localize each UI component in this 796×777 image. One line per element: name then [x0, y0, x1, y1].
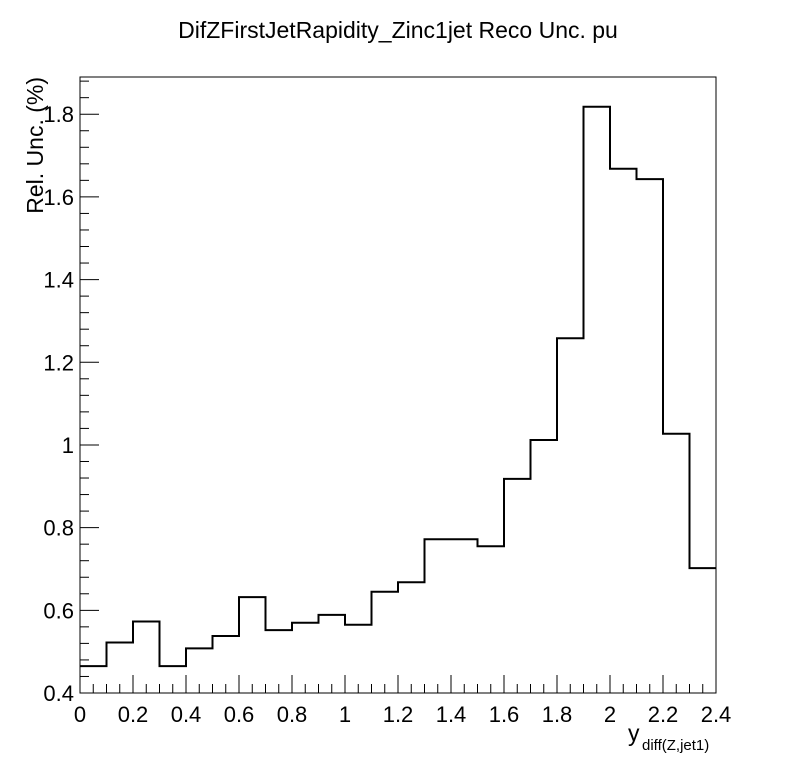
y-tick-label: 1.4: [43, 268, 74, 293]
x-tick-labels: 0 0.2 0.4 0.6 0.8 1 1.2 1.4 1.6 1.8 2 2.2 2.4: [74, 702, 731, 727]
y-tick-labels: 0.4 0.6 0.8 1 1.2 1.4 1.6 1.8: [43, 102, 74, 706]
x-tick-label: 0: [74, 702, 86, 727]
y-axis-label: Rel. Unc. (%): [22, 77, 48, 214]
x-tick-label: 1.6: [489, 702, 520, 727]
x-tick-label: 1: [339, 702, 351, 727]
x-tick-label: 1.2: [383, 702, 414, 727]
y-tick-label: 0.8: [43, 516, 74, 541]
x-axis-label-subscript: diff(Z,jet1): [642, 737, 709, 754]
major-ticks: [79, 113, 717, 694]
minor-ticks: [80, 80, 704, 693]
y-tick-label: 0.4: [43, 681, 74, 706]
y-tick-label: 1.8: [43, 102, 74, 127]
x-tick-label: 0.8: [277, 702, 308, 727]
x-tick-label: 1.4: [436, 702, 467, 727]
x-tick-label: 2: [604, 702, 616, 727]
x-tick-label: 0.6: [224, 702, 255, 727]
x-tick-label: 0.2: [118, 702, 149, 727]
x-tick-label: 2.2: [648, 702, 679, 727]
histogram-line: [80, 105, 716, 668]
x-tick-label: 1.8: [542, 702, 573, 727]
y-tick-label: 1.6: [43, 185, 74, 210]
y-tick-label: 0.6: [43, 598, 74, 623]
y-tick-label: 1.2: [43, 350, 74, 375]
x-tick-label: 0.4: [171, 702, 202, 727]
y-tick-label: 1: [62, 433, 74, 458]
x-axis-label-main: y: [628, 720, 640, 746]
x-tick-label: 2.4: [701, 702, 732, 727]
chart-title: DifZFirstJetRapidity_Zinc1jet Reco Unc. …: [178, 17, 618, 43]
x-axis-label: y: [628, 720, 640, 746]
